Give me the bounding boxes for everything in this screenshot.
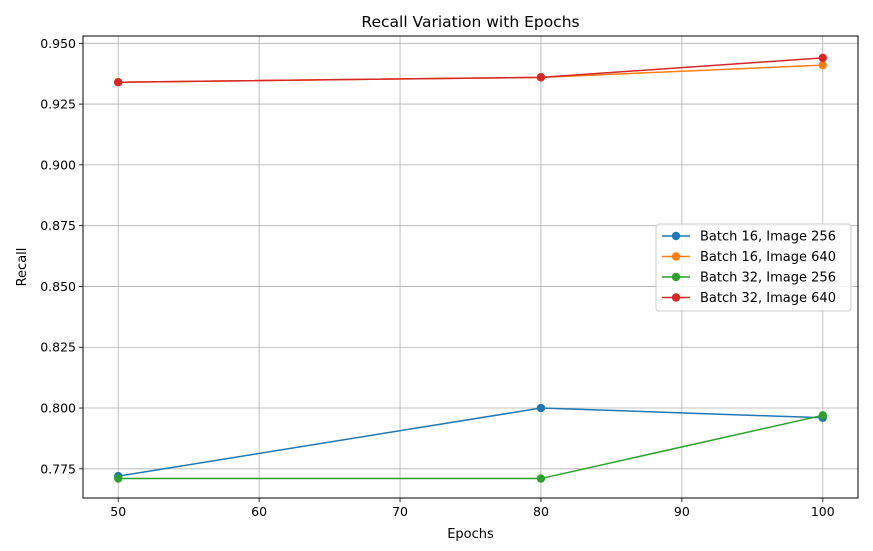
legend-swatch-marker [671, 293, 681, 302]
data-point [536, 474, 546, 483]
y-tick-label: 0.875 [40, 218, 76, 233]
data-point [536, 403, 546, 413]
chart-title: Recall Variation with Epochs [361, 13, 579, 31]
series-layer [114, 53, 827, 483]
data-point [536, 73, 546, 82]
legend-box [655, 223, 852, 312]
legend-label: Batch 16, Image 640 [700, 250, 836, 265]
series-3 [114, 411, 827, 483]
ticks: 50 60 70 80 90 100 0.775 0.800 0.825 0.850 0.875 0.… [40, 36, 835, 519]
plot-frame [82, 35, 859, 499]
x-tick-label: 90 [674, 504, 690, 519]
legend-item: Batch 32, Image 256 [662, 271, 836, 286]
legend-item: Batch 16, Image 256 [662, 230, 836, 245]
x-tick-label: 100 [811, 504, 835, 519]
legend-swatch-marker [671, 272, 681, 282]
y-tick-label: 0.950 [40, 36, 76, 51]
y-tick-label: 0.850 [40, 279, 76, 294]
series-4 [114, 53, 827, 87]
y-axis-label: Recall [15, 248, 30, 287]
y-tick-label: 0.775 [40, 461, 76, 476]
data-point [818, 53, 827, 63]
legend-item: Batch 32, Image 640 [662, 291, 836, 306]
y-tick-label: 0.900 [40, 157, 76, 172]
legend-label: Batch 32, Image 256 [700, 271, 836, 286]
legend-swatch-marker [671, 252, 681, 261]
x-tick-label: 60 [251, 504, 267, 519]
legend-label: Batch 16, Image 256 [700, 230, 836, 245]
x-tick-label: 50 [110, 504, 126, 519]
x-axis-label: Epochs [447, 527, 494, 542]
data-point [114, 78, 123, 87]
x-tick-label: 80 [533, 504, 549, 519]
y-tick-label: 0.800 [40, 401, 76, 416]
legend-label: Batch 32, Image 640 [700, 291, 836, 306]
data-point [114, 474, 123, 483]
data-point [818, 411, 827, 420]
y-tick-label: 0.825 [40, 340, 76, 355]
legend: Batch 16, Image 256 Batch 16, Image 640 Ba… [655, 223, 852, 312]
legend-item: Batch 16, Image 640 [662, 250, 836, 265]
legend-swatch-marker [671, 231, 681, 241]
data-point [818, 60, 827, 70]
y-tick-label: 0.925 [40, 97, 76, 112]
x-tick-label: 70 [392, 504, 408, 519]
